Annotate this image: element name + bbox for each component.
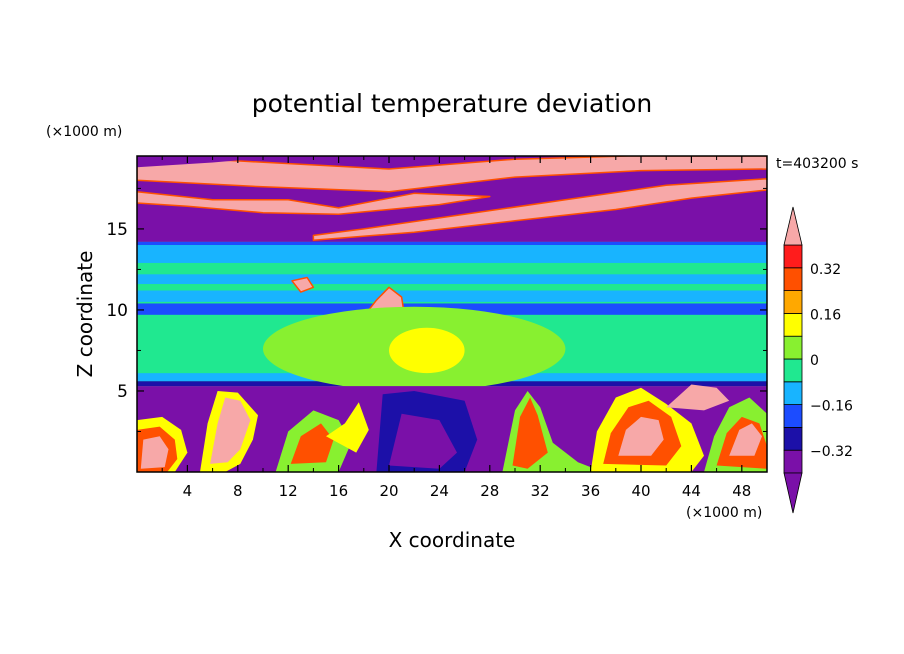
colorbar-segment [783, 335, 803, 360]
x-tick-label: 20 [379, 482, 398, 500]
field-cold-cap [137, 156, 289, 168]
x-axis-label: X coordinate [389, 528, 516, 552]
field-plume-core [666, 384, 730, 411]
colorbar-segment [783, 290, 803, 314]
x-tick-label: 28 [480, 482, 499, 500]
field-plume-outer [326, 402, 369, 453]
field-plume-core [210, 397, 251, 464]
time-label: t=403200 s [776, 156, 858, 172]
field-mid-stripe [137, 284, 767, 291]
y-axis-label: Z coordinate [73, 251, 97, 378]
x-tick-label: 36 [581, 482, 600, 500]
field-plume-core [140, 436, 169, 469]
x-tick-label: 44 [682, 482, 701, 500]
field-plume-core [618, 416, 664, 456]
colorbar-segment [783, 358, 803, 383]
y-unit-label: (×1000 m) [46, 124, 122, 140]
field-tropopause [137, 241, 767, 246]
colorbar-tick-label: 0.16 [810, 307, 841, 323]
colorbar-segment [783, 381, 803, 405]
field-plume-core [729, 423, 762, 456]
x-tick-label: 8 [233, 482, 243, 500]
y-axis: 5 10 15 [106, 187, 767, 432]
colorbar-tick-label: −0.32 [810, 444, 853, 460]
chart-title: potential temperature deviation [252, 89, 652, 118]
colorbar-segment [783, 267, 803, 291]
colorbar-segment [783, 312, 803, 337]
field-plume-mid [290, 423, 334, 464]
y-tick-label: 15 [106, 220, 128, 240]
colorbar-extend-bottom [783, 472, 803, 514]
plot-frame [136, 155, 768, 473]
colorbar-tick-label: −0.16 [810, 399, 853, 415]
colorbar-extend-top [783, 206, 803, 246]
x-tick-label: 40 [631, 482, 650, 500]
colorbar-segment [783, 244, 803, 269]
field-center-max [389, 327, 465, 374]
field-warm-band [137, 190, 491, 216]
x-tick-label: 16 [329, 482, 348, 500]
x-tick-label: 48 [732, 482, 751, 500]
x-axis: 4 8 12 16 20 24 28 32 36 40 44 48 [161, 156, 751, 500]
colorbar-segment [783, 404, 803, 428]
field-mid-stripe [137, 262, 767, 275]
field-cold-core [389, 413, 457, 469]
x-tick-label: 24 [430, 482, 449, 500]
y-tick-label: 5 [117, 382, 128, 402]
x-tick-label: 32 [531, 482, 550, 500]
heatmap-field [137, 156, 767, 472]
x-tick-label: 12 [279, 482, 298, 500]
field-warm-band [312, 177, 767, 242]
colorbar-tick-label: 0 [810, 353, 819, 369]
x-tick-label: 4 [183, 482, 193, 500]
field-plume-mid [512, 397, 548, 469]
y-tick-label: 10 [106, 301, 128, 321]
colorbar-segment [783, 426, 803, 451]
x-unit-label: (×1000 m) [686, 505, 762, 521]
colorbar: 0.32 0.16 0 −0.16 −0.32 [783, 206, 853, 514]
field-warm-patch [291, 276, 315, 293]
colorbar-tick-label: 0.32 [810, 262, 841, 278]
colorbar-segment [783, 449, 803, 474]
